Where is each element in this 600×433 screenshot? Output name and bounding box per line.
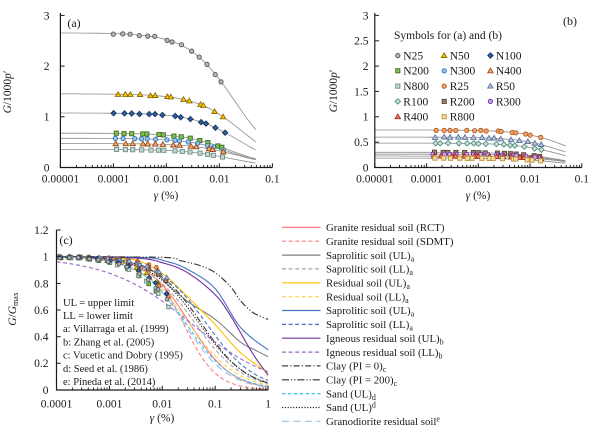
svg-text:0.8: 0.8 xyxy=(34,278,49,290)
svg-text:Residual soil (UL)a: Residual soil (UL)a xyxy=(326,278,410,292)
svg-text:N100: N100 xyxy=(496,50,522,62)
svg-text:3: 3 xyxy=(44,10,50,22)
svg-text:3: 3 xyxy=(363,10,369,22)
svg-text:N800: N800 xyxy=(403,81,429,93)
svg-text:Saprolitic soil (UL)a: Saprolitic soil (UL)a xyxy=(326,250,415,264)
svg-text:c: Vucetic and Dobry (1995): c: Vucetic and Dobry (1995) xyxy=(63,351,183,362)
svg-text:1.5: 1.5 xyxy=(354,86,369,98)
svg-text:0.2: 0.2 xyxy=(34,358,49,370)
svg-text:0.1: 0.1 xyxy=(208,399,223,411)
svg-text:N300: N300 xyxy=(450,66,476,78)
svg-text:b: Zhang et al. (2005): b: Zhang et al. (2005) xyxy=(63,337,155,348)
svg-text:γ (%): γ (%) xyxy=(150,413,175,425)
svg-text:2.5: 2.5 xyxy=(354,36,369,48)
svg-text:γ (%): γ (%) xyxy=(154,190,179,202)
svg-text:Clay (PI = 0)c: Clay (PI = 0)c xyxy=(326,361,387,375)
svg-text:0.01: 0.01 xyxy=(209,174,229,186)
svg-text:UL = upper limit: UL = upper limit xyxy=(63,298,134,309)
svg-text:(c): (c) xyxy=(59,233,72,247)
svg-text:0.00001: 0.00001 xyxy=(42,174,80,186)
svg-text:2: 2 xyxy=(363,61,369,73)
svg-text:R800: R800 xyxy=(450,112,475,124)
svg-text:R200: R200 xyxy=(450,96,475,108)
svg-text:R400: R400 xyxy=(403,112,428,124)
svg-text:0.1: 0.1 xyxy=(265,174,280,186)
svg-text:0: 0 xyxy=(43,385,49,397)
svg-text:R300: R300 xyxy=(496,96,521,108)
svg-text:Igneous residual soil (UL)b: Igneous residual soil (UL)b xyxy=(326,333,444,347)
svg-text:0.0001: 0.0001 xyxy=(411,174,443,186)
svg-text:d: Seed et al. (1986): d: Seed et al. (1986) xyxy=(63,364,148,375)
svg-text:a: Villarraga et al. (1999): a: Villarraga et al. (1999) xyxy=(63,324,169,335)
svg-text:N50: N50 xyxy=(450,50,470,62)
svg-text:R100: R100 xyxy=(403,96,428,108)
svg-text:(a): (a) xyxy=(67,16,80,30)
svg-text:R50: R50 xyxy=(496,81,515,93)
svg-text:0.001: 0.001 xyxy=(96,399,122,411)
svg-text:0.00001: 0.00001 xyxy=(356,174,394,186)
svg-text:e: Pineda et al. (2014): e: Pineda et al. (2014) xyxy=(63,377,156,388)
svg-text:Granite residual soil (SDMT): Granite residual soil (SDMT) xyxy=(326,236,454,248)
svg-text:Residual soil (LL)a: Residual soil (LL)a xyxy=(326,291,409,305)
svg-text:N25: N25 xyxy=(403,50,423,62)
svg-text:Saprolitic soil (UL)a: Saprolitic soil (UL)a xyxy=(326,305,415,319)
svg-text:G/1000p′: G/1000p′ xyxy=(2,71,14,114)
svg-text:1: 1 xyxy=(44,112,50,124)
svg-text:0.01: 0.01 xyxy=(520,174,540,186)
svg-text:(b): (b) xyxy=(563,14,577,28)
svg-text:1: 1 xyxy=(43,252,49,264)
svg-text:Granite residual soil (RCT): Granite residual soil (RCT) xyxy=(326,222,445,234)
svg-text:0.5: 0.5 xyxy=(354,137,369,149)
svg-text:1: 1 xyxy=(265,399,271,411)
svg-text:2: 2 xyxy=(44,61,50,73)
svg-text:γ (%): γ (%) xyxy=(466,190,491,202)
svg-text:0.0001: 0.0001 xyxy=(41,399,73,411)
svg-text:G/1000p′: G/1000p′ xyxy=(328,70,340,113)
svg-text:0.0001: 0.0001 xyxy=(98,174,130,186)
svg-text:N200: N200 xyxy=(403,66,429,78)
svg-text:0.1: 0.1 xyxy=(575,174,590,186)
svg-text:0: 0 xyxy=(363,162,369,174)
svg-text:Saprolitic soil (LL)a: Saprolitic soil (LL)a xyxy=(326,319,413,333)
svg-text:Sand (UL)d: Sand (UL)d xyxy=(326,388,376,402)
svg-text:G/Gmax: G/Gmax xyxy=(7,292,20,326)
svg-text:0: 0 xyxy=(44,162,50,174)
svg-text:Granodiorite residual soile: Granodiorite residual soile xyxy=(326,415,440,429)
svg-text:LL = lower limit: LL = lower limit xyxy=(63,311,133,322)
svg-text:1.2: 1.2 xyxy=(34,225,49,237)
svg-text:R25: R25 xyxy=(450,81,469,93)
svg-text:0.001: 0.001 xyxy=(465,174,491,186)
svg-text:N400: N400 xyxy=(496,66,522,78)
svg-text:Sand (UL)d: Sand (UL)d xyxy=(326,401,376,415)
svg-text:Clay (PI = 200)c: Clay (PI = 200)c xyxy=(326,375,398,389)
svg-text:Saprolitic soil (LL)a: Saprolitic soil (LL)a xyxy=(326,264,413,278)
svg-text:0.001: 0.001 xyxy=(153,174,179,186)
svg-text:Igneous residual soil (LL)b: Igneous residual soil (LL)b xyxy=(326,347,442,361)
svg-text:1: 1 xyxy=(363,112,369,124)
svg-text:Symbols for (a) and (b): Symbols for (a) and (b) xyxy=(394,30,502,42)
svg-text:0.6: 0.6 xyxy=(34,305,49,317)
svg-text:0.4: 0.4 xyxy=(34,332,49,344)
svg-text:0.01: 0.01 xyxy=(152,399,172,411)
